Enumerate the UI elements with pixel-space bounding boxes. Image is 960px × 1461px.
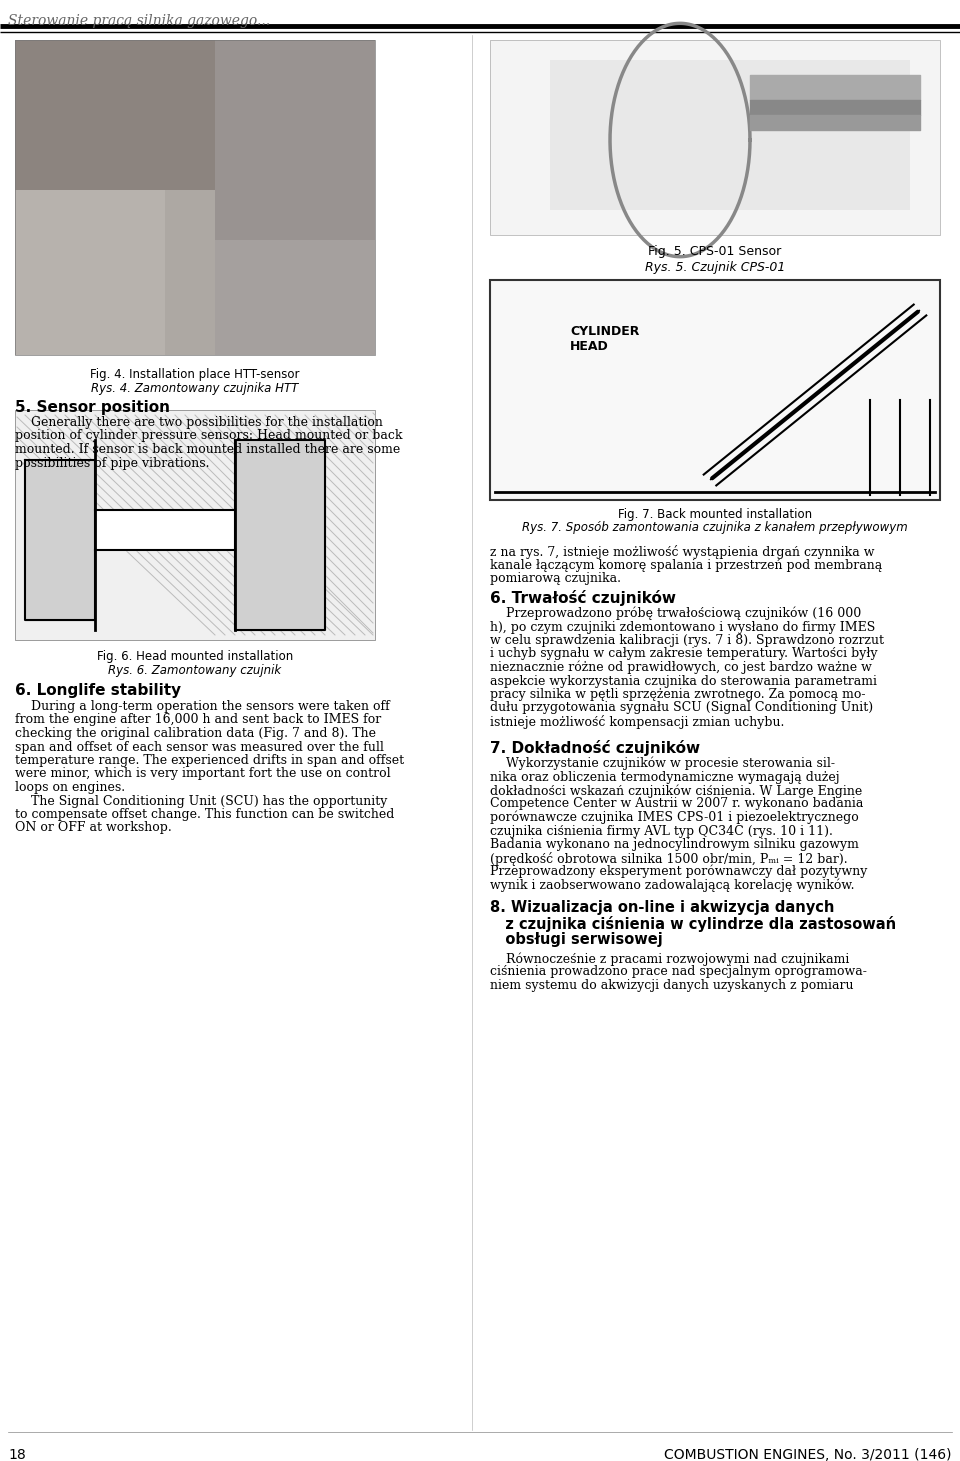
Text: Rys. 4. Zamontowany czujnika HTT: Rys. 4. Zamontowany czujnika HTT <box>91 381 299 394</box>
Text: dułu przygotowania sygnału SCU (Signal Conditioning Unit): dułu przygotowania sygnału SCU (Signal C… <box>490 701 874 714</box>
Text: w celu sprawdzenia kalibracji (rys. 7 i 8). Sprawdzono rozrzut: w celu sprawdzenia kalibracji (rys. 7 i … <box>490 634 884 647</box>
Text: kanale łączącym komorę spalania i przestrzeń pod membraną: kanale łączącym komorę spalania i przest… <box>490 558 882 571</box>
Text: 6. Longlife stability: 6. Longlife stability <box>15 682 181 698</box>
Text: Rys. 5. Czujnik CPS-01: Rys. 5. Czujnik CPS-01 <box>645 262 785 275</box>
Text: wynik i zaobserwowano zadowalającą korelację wyników.: wynik i zaobserwowano zadowalającą korel… <box>490 878 854 893</box>
Text: CYLINDER: CYLINDER <box>570 324 639 337</box>
Text: nieznacznie różne od prawidłowych, co jest bardzo ważne w: nieznacznie różne od prawidłowych, co je… <box>490 660 872 675</box>
Bar <box>490 39 940 235</box>
Text: mounted. If sensor is back mounted installed there are some: mounted. If sensor is back mounted insta… <box>15 443 400 456</box>
Text: Wykorzystanie czujników w procesie sterowania sil-: Wykorzystanie czujników w procesie stero… <box>490 757 835 770</box>
Text: to compensate offset change. This function can be switched: to compensate offset change. This functi… <box>15 808 395 821</box>
Text: pracy silnika w pętli sprzężenia zwrotnego. Za pomocą mo-: pracy silnika w pętli sprzężenia zwrotne… <box>490 688 866 701</box>
Text: Fig. 5. CPS-01 Sensor: Fig. 5. CPS-01 Sensor <box>648 245 781 259</box>
Bar <box>15 411 375 640</box>
Text: z czujnika ciśnienia w cylindrze dla zastosowań: z czujnika ciśnienia w cylindrze dla zas… <box>490 916 896 932</box>
Text: HEAD: HEAD <box>570 340 609 354</box>
Text: pomiarową czujnika.: pomiarową czujnika. <box>490 573 621 584</box>
Text: 6. Trwałość czujników: 6. Trwałość czujników <box>490 590 676 606</box>
Text: Przeprowadzono próbę trwałościową czujników (16 000: Przeprowadzono próbę trwałościową czujni… <box>490 606 861 621</box>
Text: span and offset of each sensor was measured over the full: span and offset of each sensor was measu… <box>15 741 384 754</box>
Text: loops on engines.: loops on engines. <box>15 782 125 793</box>
Text: dokładności wskazań czujników ciśnienia. W Large Engine: dokładności wskazań czujników ciśnienia.… <box>490 785 862 798</box>
Text: temperature range. The experienced drifts in span and offset: temperature range. The experienced drift… <box>15 754 404 767</box>
Text: 18: 18 <box>8 1448 26 1461</box>
Text: porównawcze czujnika IMES CPS-01 i piezoelektrycznego: porównawcze czujnika IMES CPS-01 i piezo… <box>490 811 859 824</box>
Text: Fig. 6. Head mounted installation: Fig. 6. Head mounted installation <box>97 650 293 663</box>
Text: i uchyb sygnału w całym zakresie temperatury. Wartości były: i uchyb sygnału w całym zakresie tempera… <box>490 647 877 660</box>
Text: from the engine after 16,000 h and sent back to IMES for: from the engine after 16,000 h and sent … <box>15 713 381 726</box>
Text: Competence Center w Austrii w 2007 r. wykonano badania: Competence Center w Austrii w 2007 r. wy… <box>490 798 863 811</box>
Text: Przeprowadzony eksperyment porównawczy dał pozytywny: Przeprowadzony eksperyment porównawczy d… <box>490 865 868 878</box>
Text: ciśnienia prowadzono prace nad specjalnym oprogramowa-: ciśnienia prowadzono prace nad specjalny… <box>490 966 867 979</box>
Text: istnieje możliwość kompensacji zmian uchybu.: istnieje możliwość kompensacji zmian uch… <box>490 714 784 729</box>
Text: (prędkość obrotowa silnika 1500 obr/min, Pₘᵢ = 12 bar).: (prędkość obrotowa silnika 1500 obr/min,… <box>490 852 848 865</box>
Text: were minor, which is very important fort the use on control: were minor, which is very important fort… <box>15 767 391 780</box>
Text: Fig. 7. Back mounted installation: Fig. 7. Back mounted installation <box>618 508 812 522</box>
Text: ON or OFF at workshop.: ON or OFF at workshop. <box>15 821 172 834</box>
Text: COMBUSTION ENGINES, No. 3/2011 (146): COMBUSTION ENGINES, No. 3/2011 (146) <box>664 1448 952 1461</box>
Text: Badania wykonano na jednocylindrowym silniku gazowym: Badania wykonano na jednocylindrowym sil… <box>490 839 859 850</box>
Text: 5. Sensor position: 5. Sensor position <box>15 400 170 415</box>
Text: The Signal Conditioning Unit (SCU) has the opportunity: The Signal Conditioning Unit (SCU) has t… <box>15 795 388 808</box>
Text: niem systemu do akwizycji danych uzyskanych z pomiaru: niem systemu do akwizycji danych uzyskan… <box>490 979 853 992</box>
Bar <box>15 39 375 355</box>
Text: During a long-term operation the sensors were taken off: During a long-term operation the sensors… <box>15 700 390 713</box>
Text: 7. Dokładność czujników: 7. Dokładność czujników <box>490 741 700 755</box>
Text: possibilities of pipe vibrations.: possibilities of pipe vibrations. <box>15 456 209 469</box>
Text: Rys. 6. Zamontowany czujnik: Rys. 6. Zamontowany czujnik <box>108 663 281 676</box>
Text: nika oraz obliczenia termodynamiczne wymagają dużej: nika oraz obliczenia termodynamiczne wym… <box>490 770 840 783</box>
Text: Fig. 4. Installation place HTT-sensor: Fig. 4. Installation place HTT-sensor <box>90 368 300 381</box>
Text: h), po czym czujniki zdemontowano i wysłano do firmy IMES: h), po czym czujniki zdemontowano i wysł… <box>490 621 876 634</box>
Text: z na rys. 7, istnieje możliwość wystąpienia drgań czynnika w: z na rys. 7, istnieje możliwość wystąpie… <box>490 545 875 560</box>
Text: czujnika ciśnienia firmy AVL typ QC34C (rys. 10 i 11).: czujnika ciśnienia firmy AVL typ QC34C (… <box>490 824 833 837</box>
Text: Rys. 7. Sposób zamontowania czujnika z kanałem przepływowym: Rys. 7. Sposób zamontowania czujnika z k… <box>522 522 908 535</box>
Text: checking the original calibration data (Fig. 7 and 8). The: checking the original calibration data (… <box>15 728 376 741</box>
Text: position of cylinder pressure sensors: Head mounted or back: position of cylinder pressure sensors: H… <box>15 430 402 443</box>
Text: 8. Wizualizacja on-line i akwizycja danych: 8. Wizualizacja on-line i akwizycja dany… <box>490 900 834 915</box>
Text: Generally there are two possibilities for the installation: Generally there are two possibilities fo… <box>15 416 383 430</box>
Text: aspekcie wykorzystania czujnika do sterowania parametrami: aspekcie wykorzystania czujnika do stero… <box>490 675 877 688</box>
Text: obsługi serwisowej: obsługi serwisowej <box>490 932 662 947</box>
Text: Równocześnie z pracami rozwojowymi nad czujnikami: Równocześnie z pracami rozwojowymi nad c… <box>490 953 850 966</box>
Text: Sterowanie pracą silnika gazowego...: Sterowanie pracą silnika gazowego... <box>8 15 270 28</box>
Bar <box>490 281 940 500</box>
